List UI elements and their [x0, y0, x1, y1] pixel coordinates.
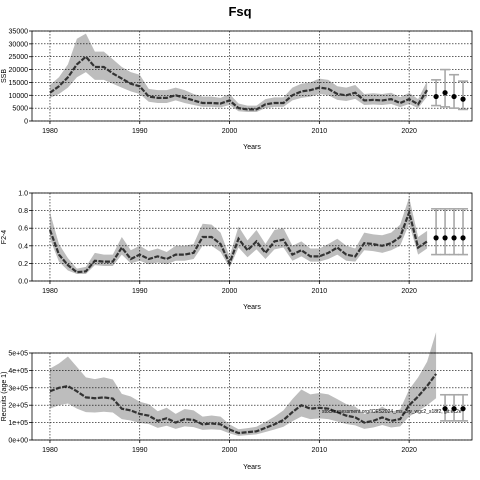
panel1-y-tick-label: 20000: [9, 67, 29, 74]
panel1-x-tick-label: 2020: [401, 128, 417, 135]
panel2-y-tick-label: 0.0: [18, 279, 28, 286]
panel3-y-tick-label: 2e+05: [8, 403, 28, 410]
panel2-forecast-point: [433, 235, 439, 241]
panel1-x-tick-label: 1980: [42, 128, 58, 135]
panel2-x-tick-label: 1980: [42, 288, 58, 295]
panel1-forecast-point: [442, 90, 448, 96]
panel2-x-tick-label: 2000: [222, 288, 238, 295]
panel2-y-tick-label: 1.0: [18, 191, 28, 198]
panel3-x-tick-label: 1980: [42, 447, 58, 454]
panel2-y-axis-label: F2-4: [1, 230, 8, 245]
panel1-y-tick-label: 25000: [9, 54, 29, 61]
panel1-y-tick-label: 30000: [9, 41, 29, 48]
panel3-x-tick-label: 2000: [222, 447, 238, 454]
panel3-forecast-point: [451, 406, 457, 412]
panel2-forecast-point: [442, 235, 448, 241]
panel2-x-axis-label: Years: [243, 304, 261, 311]
panel1-forecast-point: [451, 93, 457, 100]
panel3-y-tick-label: 0e+00: [8, 438, 28, 445]
panel3-plot-frame: [31, 352, 473, 441]
panel3-x-tick-label: 1990: [132, 447, 148, 454]
chart-title: Fsq: [228, 4, 251, 19]
panel2-y-tick-label: 0.8: [18, 208, 28, 215]
panel2-estimate-line: [48, 208, 428, 274]
panel1-x-axis-label: Years: [243, 144, 261, 151]
panel3-x-tick-label: 2020: [401, 447, 417, 454]
panel1-confidence-band: [49, 33, 428, 113]
panel3-y-tick-label: 3e+05: [8, 385, 28, 392]
panel1-y-tick-label: 5000: [12, 106, 28, 113]
panel1-y-axis-label: SSB: [1, 69, 8, 83]
panel1-y-tick-label: 15000: [9, 80, 29, 87]
panel1-y-tick-label: 0: [24, 119, 28, 126]
panel1-y-tick-label: 35000: [9, 29, 29, 36]
panel1-x-tick-label: 1990: [132, 128, 148, 135]
panel3-x-tick-label: 2010: [312, 447, 328, 454]
panel3-forecast-point: [460, 406, 466, 412]
panel3-annotation: stockassessment.org/ICES2024_ms_bw_wgc2_…: [322, 409, 462, 415]
panel3-confidence-band: [49, 332, 437, 436]
panel2-x-tick-label: 1990: [132, 288, 148, 295]
panel1-forecast-point: [460, 96, 466, 102]
panel1-x-tick-label: 2010: [312, 128, 328, 135]
panel1-plot-frame: [31, 30, 473, 122]
panel3-y-axis-label: Recruits (age 1): [1, 372, 8, 422]
panel1-forecast-point: [433, 93, 439, 100]
panel2-y-tick-label: 0.6: [18, 226, 28, 233]
panel3-y-tick-label: 1e+05: [8, 420, 28, 427]
panel2-confidence-band: [49, 197, 428, 274]
panel2-y-tick-label: 0.2: [18, 261, 28, 268]
panel3-y-tick-label: 4e+05: [8, 368, 28, 375]
panel1-y-tick-label: 10000: [9, 93, 29, 100]
panel2-plot-frame: [31, 192, 473, 282]
panel2-x-tick-label: 2010: [312, 288, 328, 295]
panel3-x-axis-label: Years: [243, 464, 261, 471]
panel1-estimate-line: [49, 55, 429, 111]
panel3-estimate-line: [49, 373, 437, 435]
panel3-forecast-point: [442, 406, 448, 412]
panel2-forecast-point: [451, 235, 457, 241]
panel1-x-tick-label: 2000: [222, 128, 238, 135]
panel3-y-tick-label: 5e+05: [8, 351, 28, 358]
panel2-x-tick-label: 2020: [401, 288, 417, 295]
panel2-forecast-point: [460, 235, 466, 241]
panel2-y-tick-label: 0.4: [18, 243, 28, 250]
